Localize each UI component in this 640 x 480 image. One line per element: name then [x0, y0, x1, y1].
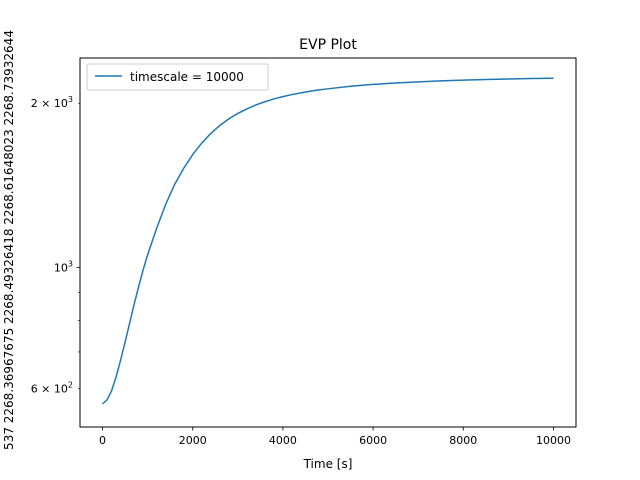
x-tick-label: 10000: [536, 434, 571, 447]
x-tick-label: 8000: [449, 434, 477, 447]
x-tick-label: 6000: [359, 434, 387, 447]
y-tick-coefficient: 6 ×: [31, 382, 54, 395]
x-tick-label: 2000: [179, 434, 207, 447]
y-tick-coefficient: 2 ×: [31, 97, 54, 110]
y-tick-exponent: 3: [68, 259, 73, 268]
x-axis-label: Time [s]: [303, 457, 353, 471]
legend-box: [86, 63, 269, 91]
axes-frame: [79, 57, 577, 428]
y-tick-base: 10: [54, 261, 68, 274]
x-axis-ticks: 0 2000 4000 6000 8000 10000: [99, 427, 571, 447]
legend-entry-label: timescale = 10000: [130, 70, 244, 84]
y-tick-label: 2 × 103: [31, 95, 73, 110]
y-axis-label: 537 2268.36967675 2268.49326418 2268.616…: [2, 30, 16, 450]
y-tick-exponent: 2: [68, 380, 73, 389]
y-tick-exponent: 3: [68, 95, 73, 104]
plot-area: [102, 77, 554, 405]
y-tick-base: 10: [54, 97, 68, 110]
series-line-0: [102, 77, 554, 405]
y-tick-base: 10: [54, 382, 68, 395]
y-tick-label: 103: [54, 259, 73, 274]
y-tick-label: 6 × 102: [31, 380, 73, 395]
x-tick-label: 0: [99, 434, 106, 447]
chart-title: EVP Plot: [299, 37, 357, 53]
x-tick-label: 4000: [269, 434, 297, 447]
legend: timescale = 10000: [86, 63, 269, 91]
